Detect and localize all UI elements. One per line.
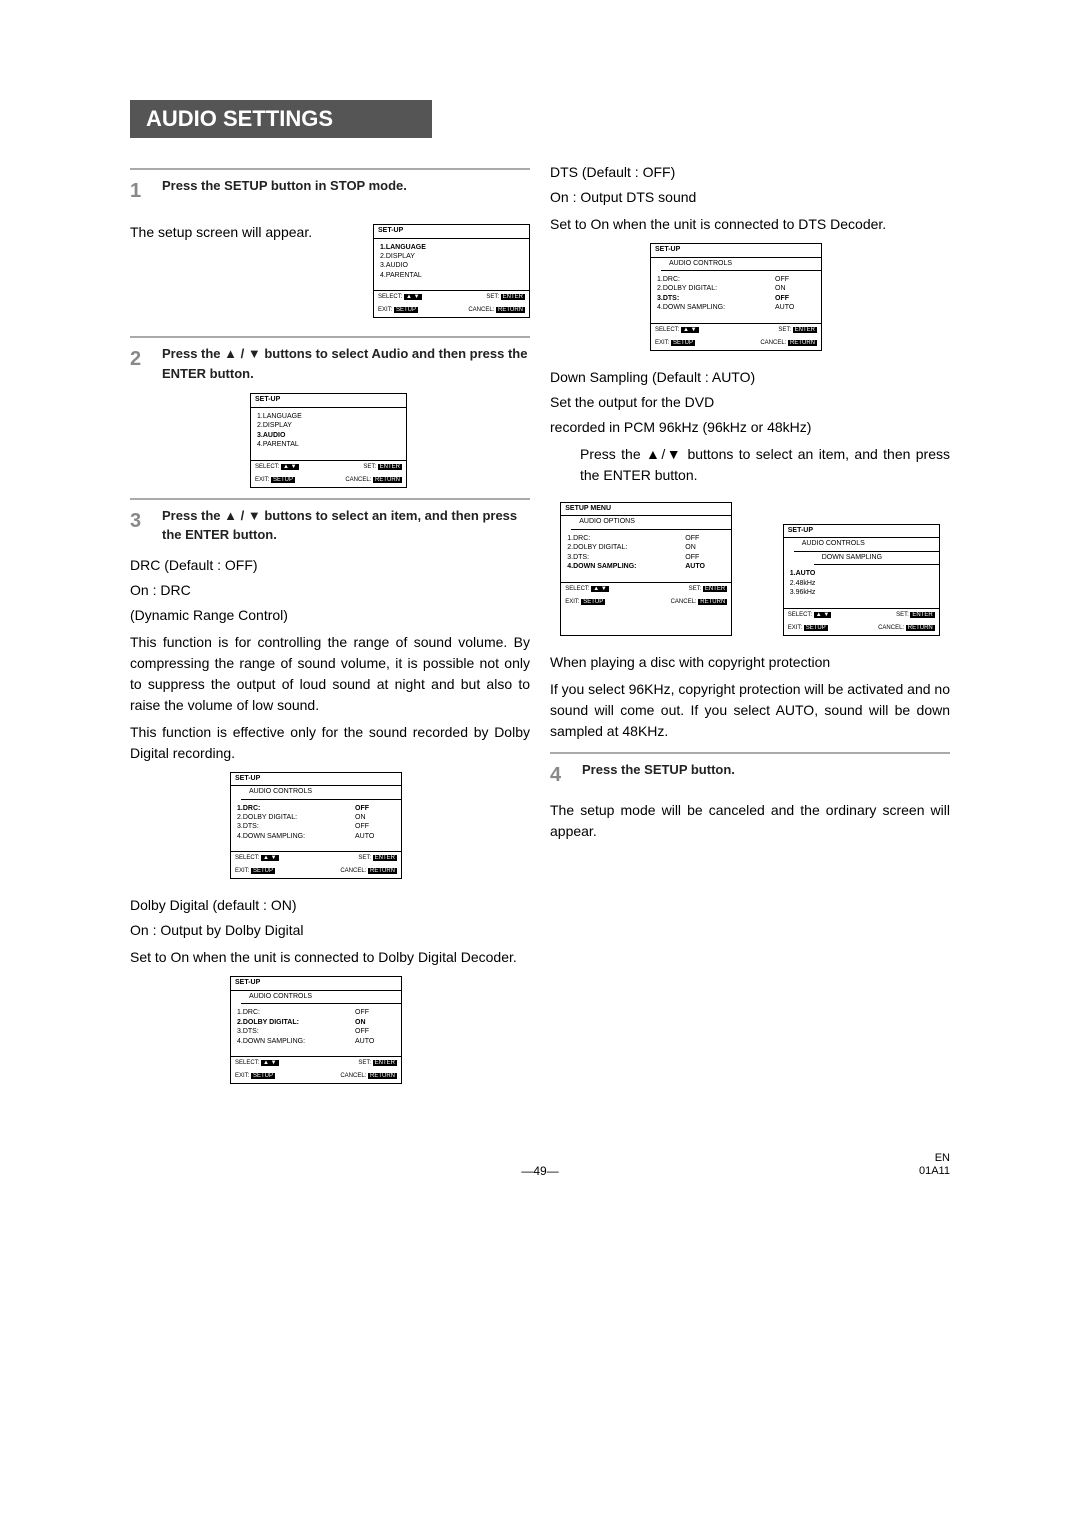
step-instruction: Press the SETUP button in STOP mode. bbox=[162, 176, 530, 206]
menu-item: 3.DTS:OFF bbox=[657, 294, 815, 303]
menu-footer: SELECT: ▲ ▼ SET: ENTER bbox=[251, 460, 406, 474]
menu-item: 1.DRC:OFF bbox=[237, 1008, 395, 1017]
dolby-on: On : Output by Dolby Digital bbox=[130, 920, 530, 941]
menu-subtitle: DOWN SAMPLING bbox=[814, 552, 939, 566]
page-number: —49— bbox=[403, 1164, 676, 1178]
menu-item: 2.DOLBY DIGITAL:ON bbox=[567, 543, 725, 552]
menu-footer: EXIT: SETUP CANCEL: RETURN bbox=[231, 1070, 401, 1083]
footer-code: EN 01A11 bbox=[677, 1152, 950, 1178]
menu-footer: EXIT: SETUP CANCEL: RETURN bbox=[374, 304, 529, 317]
menu-item: 4.PARENTAL bbox=[257, 440, 400, 449]
menu-footer: SELECT: ▲ ▼ SET: ENTER bbox=[651, 323, 821, 337]
step-4: 4 Press the SETUP button. bbox=[550, 752, 950, 790]
down-sub1: Set the output for the DVD bbox=[550, 392, 950, 413]
drc-desc: This function is for controlling the ran… bbox=[130, 632, 530, 716]
menu-item: 4.DOWN SAMPLING:AUTO bbox=[237, 1037, 395, 1046]
copyright-note: When playing a disc with copyright prote… bbox=[550, 652, 950, 673]
dts-desc: Set to On when the unit is connected to … bbox=[550, 214, 950, 235]
menu-title: SET-UP bbox=[784, 525, 939, 539]
step-number: 3 bbox=[130, 506, 150, 545]
left-column: 1 Press the SETUP button in STOP mode. T… bbox=[130, 158, 530, 1092]
menu-item: 2.48kHz bbox=[790, 579, 933, 588]
dolby-heading: Dolby Digital (default : ON) bbox=[130, 895, 530, 916]
menu-item: 4.PARENTAL bbox=[380, 271, 523, 280]
page: AUDIO SETTINGS 1 Press the SETUP button … bbox=[130, 0, 950, 1238]
menu-item: 2.DISPLAY bbox=[380, 252, 523, 261]
menu-footer: SELECT: ▲ ▼ SET: ENTER bbox=[231, 851, 401, 865]
menu-item: 3.DTS:OFF bbox=[237, 822, 395, 831]
step-instruction: Press the ▲ / ▼ buttons to select an ite… bbox=[162, 506, 530, 545]
menu-footer: SELECT: ▲ ▼ SET: ENTER bbox=[231, 1056, 401, 1070]
step-3: 3 Press the ▲ / ▼ buttons to select an i… bbox=[130, 498, 530, 545]
final-note: The setup mode will be canceled and the … bbox=[550, 800, 950, 842]
menu-title: SETUP MENU bbox=[561, 503, 731, 517]
menu-footer: EXIT: SETUP CANCEL: RETURN bbox=[251, 474, 406, 487]
menu-title: SET-UP bbox=[231, 977, 401, 991]
drc-sub: (Dynamic Range Control) bbox=[130, 605, 530, 626]
menu-item: 1.AUTO bbox=[790, 569, 933, 578]
menu-footer: SELECT: ▲ ▼ SET: ENTER bbox=[374, 290, 529, 304]
audio-options-downsampling: SETUP MENU AUDIO OPTIONS 1.DRC:OFF 2.DOL… bbox=[560, 502, 732, 636]
menu-title: SET-UP bbox=[251, 394, 406, 408]
menu-item: 2.DOLBY DIGITAL:ON bbox=[237, 1018, 395, 1027]
menu-item: 1.DRC:OFF bbox=[657, 275, 815, 284]
audio-controls-dolby: SET-UP AUDIO CONTROLS 1.DRC:OFF 2.DOLBY … bbox=[230, 976, 402, 1084]
menu-footer: EXIT: SETUP CANCEL: RETURN bbox=[561, 596, 731, 609]
step-2: 2 Press the ▲ / ▼ buttons to select Audi… bbox=[130, 336, 530, 383]
menu-footer: SELECT: ▲ ▼ SET: ENTER bbox=[784, 608, 939, 622]
menu-subtitle: AUDIO OPTIONS bbox=[571, 516, 731, 530]
menu-item: 4.DOWN SAMPLING:AUTO bbox=[567, 562, 725, 571]
page-footer: —49— EN 01A11 bbox=[130, 1152, 950, 1178]
drc-note: This function is effective only for the … bbox=[130, 722, 530, 764]
menu-item: 1.DRC:OFF bbox=[567, 534, 725, 543]
menu-item: 2.DOLBY DIGITAL:ON bbox=[237, 813, 395, 822]
step-number: 1 bbox=[130, 176, 150, 206]
dts-on: On : Output DTS sound bbox=[550, 187, 950, 208]
setup-menu-audio-selected: SET-UP 1.LANGUAGE 2.DISPLAY 3.AUDIO 4.PA… bbox=[250, 393, 407, 487]
step-number: 4 bbox=[550, 760, 570, 790]
audio-controls-dts: SET-UP AUDIO CONTROLS 1.DRC:OFF 2.DOLBY … bbox=[650, 243, 822, 351]
menu-item: 1.DRC:OFF bbox=[237, 804, 395, 813]
menu-footer: EXIT: SETUP CANCEL: RETURN bbox=[651, 337, 821, 350]
menu-item: 3.AUDIO bbox=[257, 431, 400, 440]
down-sub2: recorded in PCM 96kHz (96kHz or 48kHz) bbox=[550, 417, 950, 438]
setup-menu-main: SET-UP 1.LANGUAGE 2.DISPLAY 3.AUDIO 4.PA… bbox=[373, 224, 530, 318]
menu-item: 1.LANGUAGE bbox=[257, 412, 400, 421]
drc-heading: DRC (Default : OFF) bbox=[130, 555, 530, 576]
menu-item: 3.DTS:OFF bbox=[237, 1027, 395, 1036]
menu-subtitle: AUDIO CONTROLS bbox=[241, 991, 401, 1005]
step-1: 1 Press the SETUP button in STOP mode. bbox=[130, 168, 530, 206]
down-instruction: Press the ▲/▼ buttons to select an item,… bbox=[580, 444, 950, 486]
menu-title: SET-UP bbox=[374, 225, 529, 239]
menu-item: 1.LANGUAGE bbox=[380, 243, 523, 252]
menu-item: 4.DOWN SAMPLING:AUTO bbox=[237, 832, 395, 841]
menu-item: 4.DOWN SAMPLING:AUTO bbox=[657, 303, 815, 312]
right-column: DTS (Default : OFF) On : Output DTS soun… bbox=[550, 158, 950, 1092]
step-number: 2 bbox=[130, 344, 150, 383]
drc-on: On : DRC bbox=[130, 580, 530, 601]
menu-subtitle: AUDIO CONTROLS bbox=[794, 538, 939, 552]
dolby-desc: Set to On when the unit is connected to … bbox=[130, 947, 530, 968]
menu-item: 2.DOLBY DIGITAL:ON bbox=[657, 284, 815, 293]
menu-subtitle: AUDIO CONTROLS bbox=[241, 786, 401, 800]
menu-subtitle: AUDIO CONTROLS bbox=[661, 258, 821, 272]
menu-footer: EXIT: SETUP CANCEL: RETURN bbox=[784, 622, 939, 635]
menu-item: 3.AUDIO bbox=[380, 261, 523, 270]
menu-item: 2.DISPLAY bbox=[257, 421, 400, 430]
down-sampling-options: SET-UP AUDIO CONTROLS DOWN SAMPLING 1.AU… bbox=[783, 524, 940, 636]
menu-item: 3.DTS:OFF bbox=[567, 553, 725, 562]
menu-item: 3.96kHz bbox=[790, 588, 933, 597]
menu-title: SET-UP bbox=[231, 773, 401, 787]
step1-note: The setup screen will appear. bbox=[130, 222, 367, 243]
section-title: AUDIO SETTINGS bbox=[130, 100, 432, 138]
dts-heading: DTS (Default : OFF) bbox=[550, 162, 950, 183]
audio-controls-drc: SET-UP AUDIO CONTROLS 1.DRC:OFF 2.DOLBY … bbox=[230, 772, 402, 880]
menu-footer: SELECT: ▲ ▼ SET: ENTER bbox=[561, 582, 731, 596]
down-heading: Down Sampling (Default : AUTO) bbox=[550, 367, 950, 388]
menu-footer: EXIT: SETUP CANCEL: RETURN bbox=[231, 865, 401, 878]
copyright-desc: If you select 96KHz, copyright protectio… bbox=[550, 679, 950, 742]
step-instruction: Press the SETUP button. bbox=[582, 760, 950, 790]
step-instruction: Press the ▲ / ▼ buttons to select Audio … bbox=[162, 344, 530, 383]
menu-title: SET-UP bbox=[651, 244, 821, 258]
